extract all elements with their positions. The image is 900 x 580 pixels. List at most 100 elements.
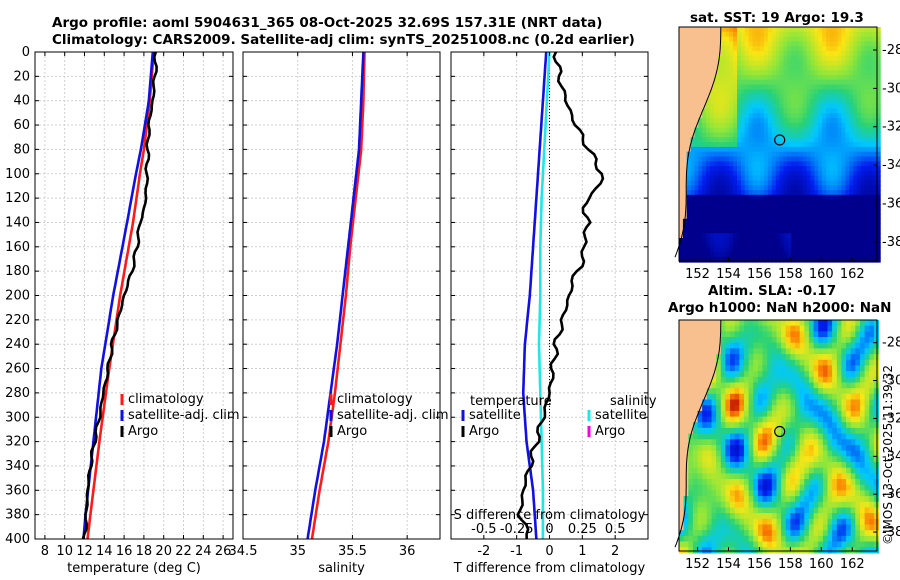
map-cell: [860, 524, 866, 531]
map-sst-map: 152 154 156 158 160 162-28-30-32-34-36-38: [674, 26, 900, 282]
map-cell: [698, 180, 703, 186]
map-cell: [713, 257, 719, 263]
map-cell: [683, 518, 689, 526]
map-cell: [733, 238, 738, 244]
map-cell: [739, 331, 745, 338]
map-cell: [822, 473, 829, 480]
map-cell: [785, 325, 791, 332]
map-cell: [725, 228, 730, 234]
map-cell: [752, 209, 757, 215]
map-cell: [864, 445, 870, 452]
map-cell: [721, 46, 726, 52]
map-cell: [818, 439, 824, 446]
map-cell: [836, 456, 842, 463]
map-cell: [846, 433, 852, 440]
map-cell: [806, 161, 812, 167]
map-cell: [760, 137, 765, 143]
map-cell: [702, 530, 708, 537]
map-cell: [872, 185, 877, 191]
map-cell: [764, 55, 769, 62]
map-cell: [764, 36, 769, 42]
map-cell: [776, 456, 782, 463]
map-cell: [771, 185, 777, 191]
map-cell: [849, 185, 854, 191]
map-cell: [849, 146, 854, 153]
map-cell: [799, 518, 805, 526]
map-cell: [791, 166, 796, 172]
map-cell: [771, 507, 777, 514]
map-cell: [790, 513, 796, 520]
map-cell: [694, 108, 699, 114]
map-cell: [790, 371, 796, 378]
map-cell: [760, 103, 765, 110]
map-cell: [791, 142, 796, 148]
map-cell: [709, 199, 715, 205]
map-cell: [682, 31, 688, 38]
map-cell: [729, 161, 734, 167]
map-cell: [720, 518, 726, 526]
map-cell: [698, 209, 703, 215]
map-cell: [762, 393, 768, 401]
map-cell: [764, 51, 769, 57]
map-cell: [856, 36, 862, 42]
map-cell: [725, 325, 731, 332]
map-cell: [692, 490, 699, 497]
map-cell: [739, 320, 745, 327]
legend-title-temperature: temperature: [470, 394, 552, 409]
map-cell: [791, 70, 796, 76]
map-cell: [783, 166, 788, 172]
map-cell: [692, 371, 699, 378]
map-cell: [860, 51, 866, 57]
map-cell: [804, 501, 810, 509]
map-cell: [810, 161, 815, 167]
map-cell: [721, 127, 726, 134]
map-cell: [856, 190, 862, 196]
map-cell: [690, 247, 696, 253]
map-cell: [688, 479, 694, 486]
map-cell: [748, 405, 754, 412]
map-cell: [697, 331, 703, 338]
map-cell: [872, 223, 877, 229]
map-cell: [850, 427, 856, 435]
map-cell: [798, 122, 804, 129]
map-cell: [822, 320, 829, 327]
map-cell: [841, 320, 847, 327]
map-cell: [771, 156, 777, 162]
lon-tick-label: 152: [685, 557, 710, 572]
map-cell: [729, 199, 734, 205]
map-cell: [734, 393, 740, 401]
map-cell: [798, 84, 804, 90]
map-cell: [767, 185, 773, 191]
map-cell: [810, 209, 815, 215]
map-cell: [806, 257, 812, 263]
map-cell: [785, 422, 791, 429]
y-tick-label: 180: [5, 264, 30, 279]
map-cell: [810, 70, 815, 76]
map-cell: [808, 320, 815, 327]
map-cell: [717, 204, 723, 210]
map-cell: [781, 422, 787, 429]
map-cell: [734, 320, 740, 327]
map-cell: [869, 337, 875, 344]
map-cell: [729, 122, 734, 129]
map-cell: [690, 185, 696, 191]
map-cell: [855, 530, 861, 537]
map-cell: [841, 199, 846, 205]
map-cell: [781, 342, 787, 349]
map-cell: [804, 371, 810, 378]
x-tick-label: 22: [175, 544, 192, 559]
map-cell: [688, 427, 694, 435]
map-cell: [779, 151, 784, 158]
map-cell: [706, 166, 711, 172]
map-cell: [686, 161, 692, 167]
s-tick-label: 0: [545, 522, 553, 537]
map-cell: [744, 79, 750, 86]
map-cell: [776, 518, 782, 526]
map-cell: [833, 113, 839, 119]
map-cell: [692, 479, 699, 486]
map-cell: [860, 180, 866, 186]
map-cell: [818, 214, 823, 220]
map-cell: [864, 55, 870, 62]
map-cell: [740, 233, 746, 239]
map-cell: [822, 108, 827, 114]
